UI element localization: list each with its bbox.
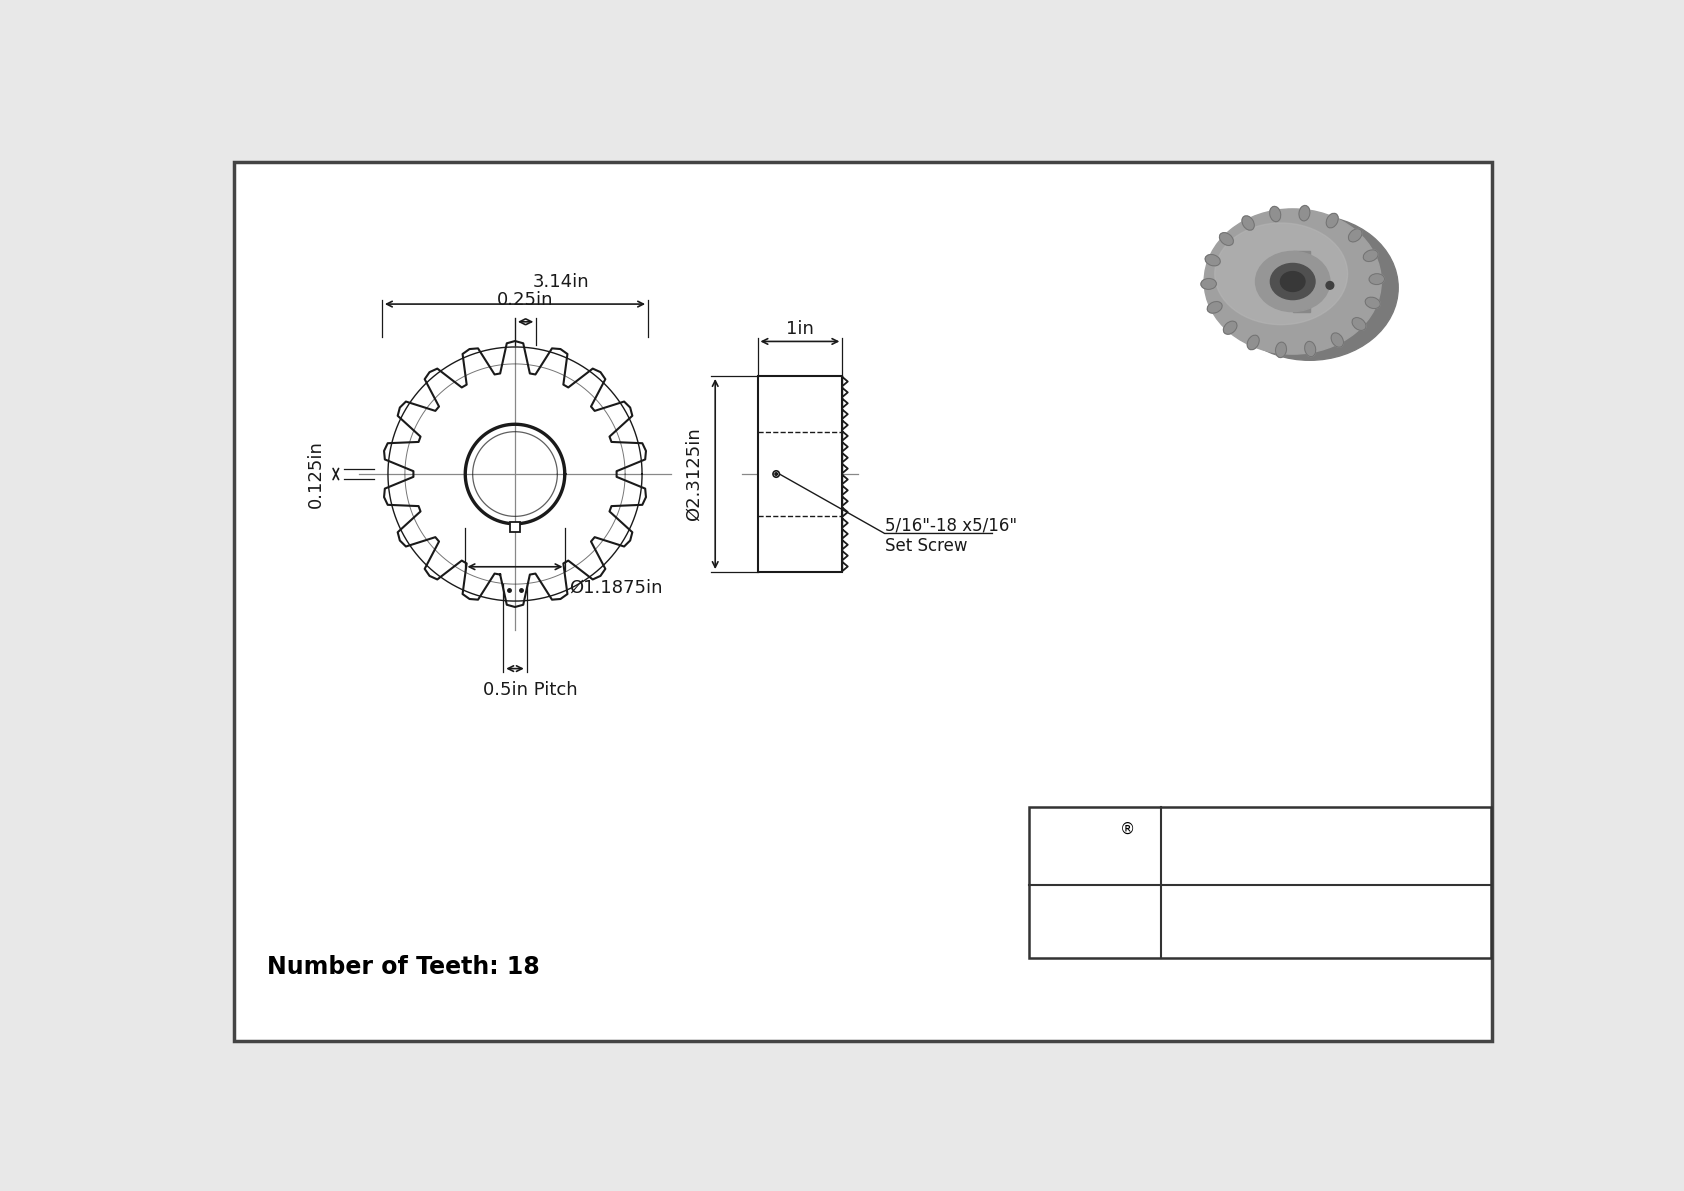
Ellipse shape xyxy=(1201,279,1216,289)
Ellipse shape xyxy=(1207,301,1223,313)
Ellipse shape xyxy=(1369,274,1384,285)
Ellipse shape xyxy=(1270,206,1282,222)
Ellipse shape xyxy=(1327,213,1339,227)
Text: Email: lilybearing@lily-bearing.com: Email: lilybearing@lily-bearing.com xyxy=(1191,849,1462,863)
Bar xyxy=(1293,251,1310,312)
Ellipse shape xyxy=(1206,255,1221,266)
Circle shape xyxy=(775,473,778,475)
Ellipse shape xyxy=(1352,318,1366,330)
Ellipse shape xyxy=(1305,342,1315,356)
Text: ®: ® xyxy=(1120,822,1135,836)
Text: 0.125in: 0.125in xyxy=(306,441,325,507)
Text: Sprockets: Sprockets xyxy=(1285,928,1366,946)
Ellipse shape xyxy=(1214,223,1347,325)
Ellipse shape xyxy=(1270,263,1315,300)
Text: 5/16"-18 x5/16"
Set Screw: 5/16"-18 x5/16" Set Screw xyxy=(884,516,1017,555)
Text: 3.14in: 3.14in xyxy=(532,273,589,291)
Ellipse shape xyxy=(1330,333,1344,347)
Ellipse shape xyxy=(1298,206,1310,220)
Ellipse shape xyxy=(1243,216,1255,230)
Ellipse shape xyxy=(1256,251,1330,312)
Text: 0.25in: 0.25in xyxy=(497,292,554,310)
Ellipse shape xyxy=(1275,342,1287,357)
Ellipse shape xyxy=(1364,250,1378,262)
Text: Part
Number: Part Number xyxy=(1061,899,1128,937)
Ellipse shape xyxy=(1280,272,1305,292)
Circle shape xyxy=(773,470,780,478)
Ellipse shape xyxy=(1219,232,1233,245)
Ellipse shape xyxy=(1204,208,1381,354)
Ellipse shape xyxy=(1221,216,1398,361)
Text: SHANGHAI LILY BEARING LIMITED: SHANGHAI LILY BEARING LIMITED xyxy=(1169,821,1482,838)
Ellipse shape xyxy=(1224,322,1238,335)
Text: 1in: 1in xyxy=(786,320,813,338)
Bar xyxy=(1029,806,1490,958)
Ellipse shape xyxy=(1366,298,1381,308)
Text: LILY: LILY xyxy=(1039,821,1150,868)
Bar xyxy=(510,522,520,532)
Text: 0.5in Pitch: 0.5in Pitch xyxy=(483,681,578,699)
Circle shape xyxy=(1325,281,1334,289)
Text: Ø1.1875in: Ø1.1875in xyxy=(569,579,663,597)
Bar xyxy=(758,376,842,572)
Text: Ø2.3125in: Ø2.3125in xyxy=(685,428,702,520)
Text: CDEFKEDF: CDEFKEDF xyxy=(1260,894,1391,915)
Text: Number of Teeth: 18: Number of Teeth: 18 xyxy=(268,955,541,979)
Ellipse shape xyxy=(1248,335,1260,350)
Ellipse shape xyxy=(1349,229,1362,242)
